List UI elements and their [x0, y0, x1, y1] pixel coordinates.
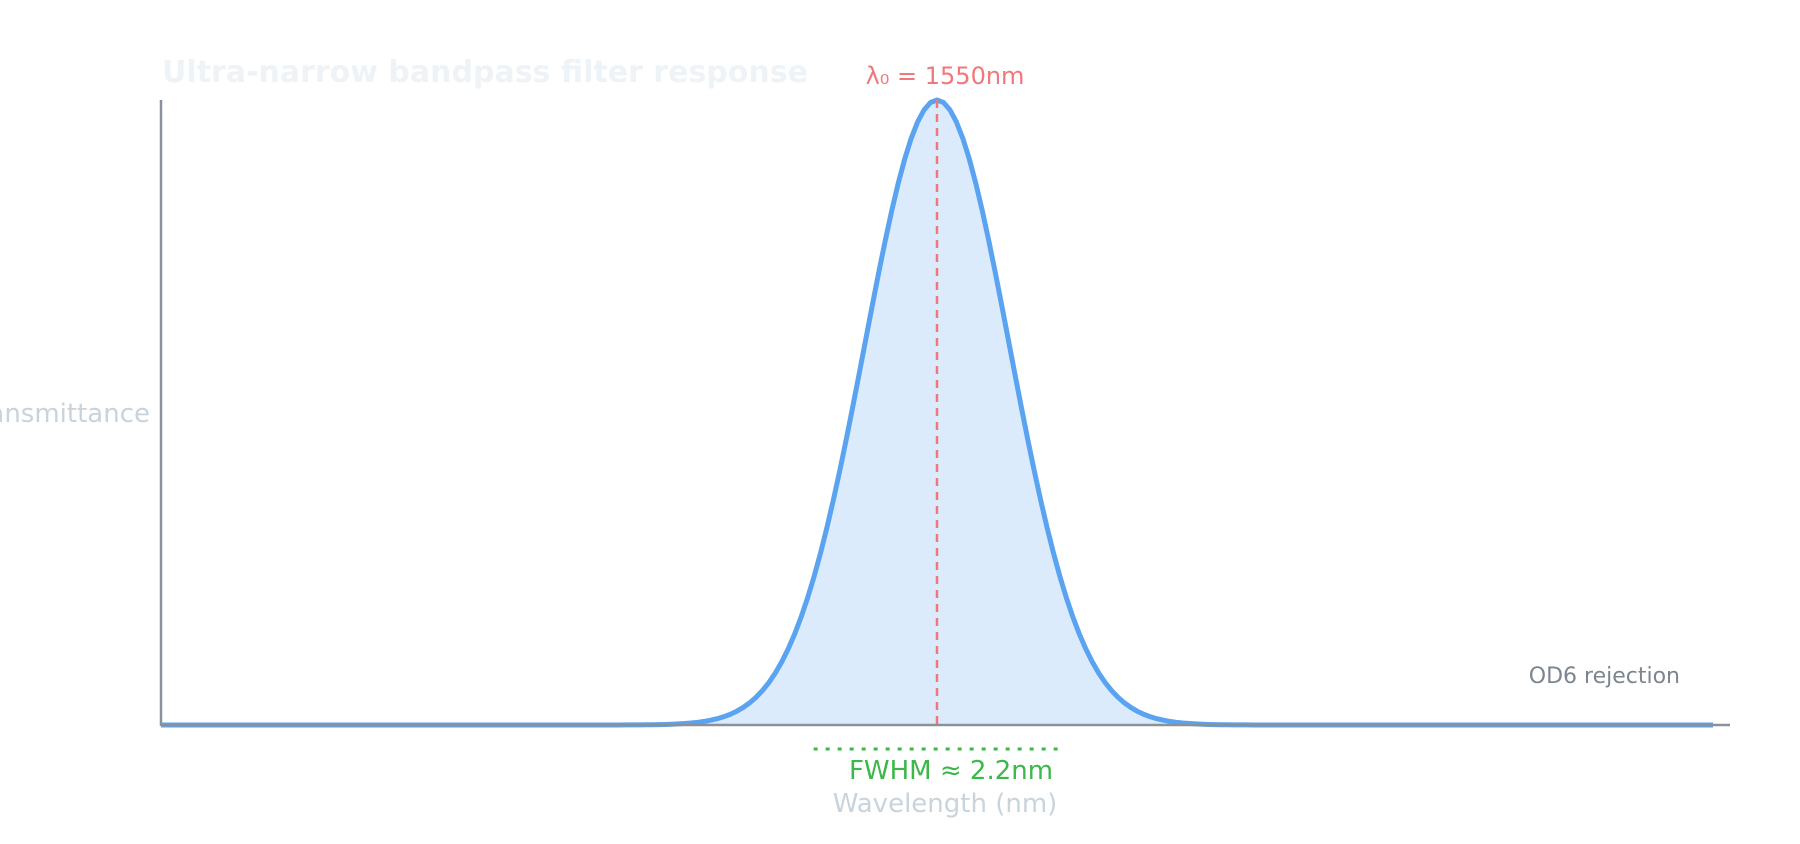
x-axis-label: Wavelength (nm)	[833, 789, 1058, 819]
plot-layer	[161, 97, 1713, 751]
rejection-label: OD6 rejection	[1529, 664, 1680, 689]
chart-title: Ultra-narrow bandpass filter response	[162, 55, 808, 90]
y-axis-label: Transmittance	[0, 399, 150, 429]
fwhm-label: FWHM ≈ 2.2nm	[849, 756, 1053, 786]
center-wavelength-label: λ₀ = 1550nm	[866, 62, 1025, 90]
